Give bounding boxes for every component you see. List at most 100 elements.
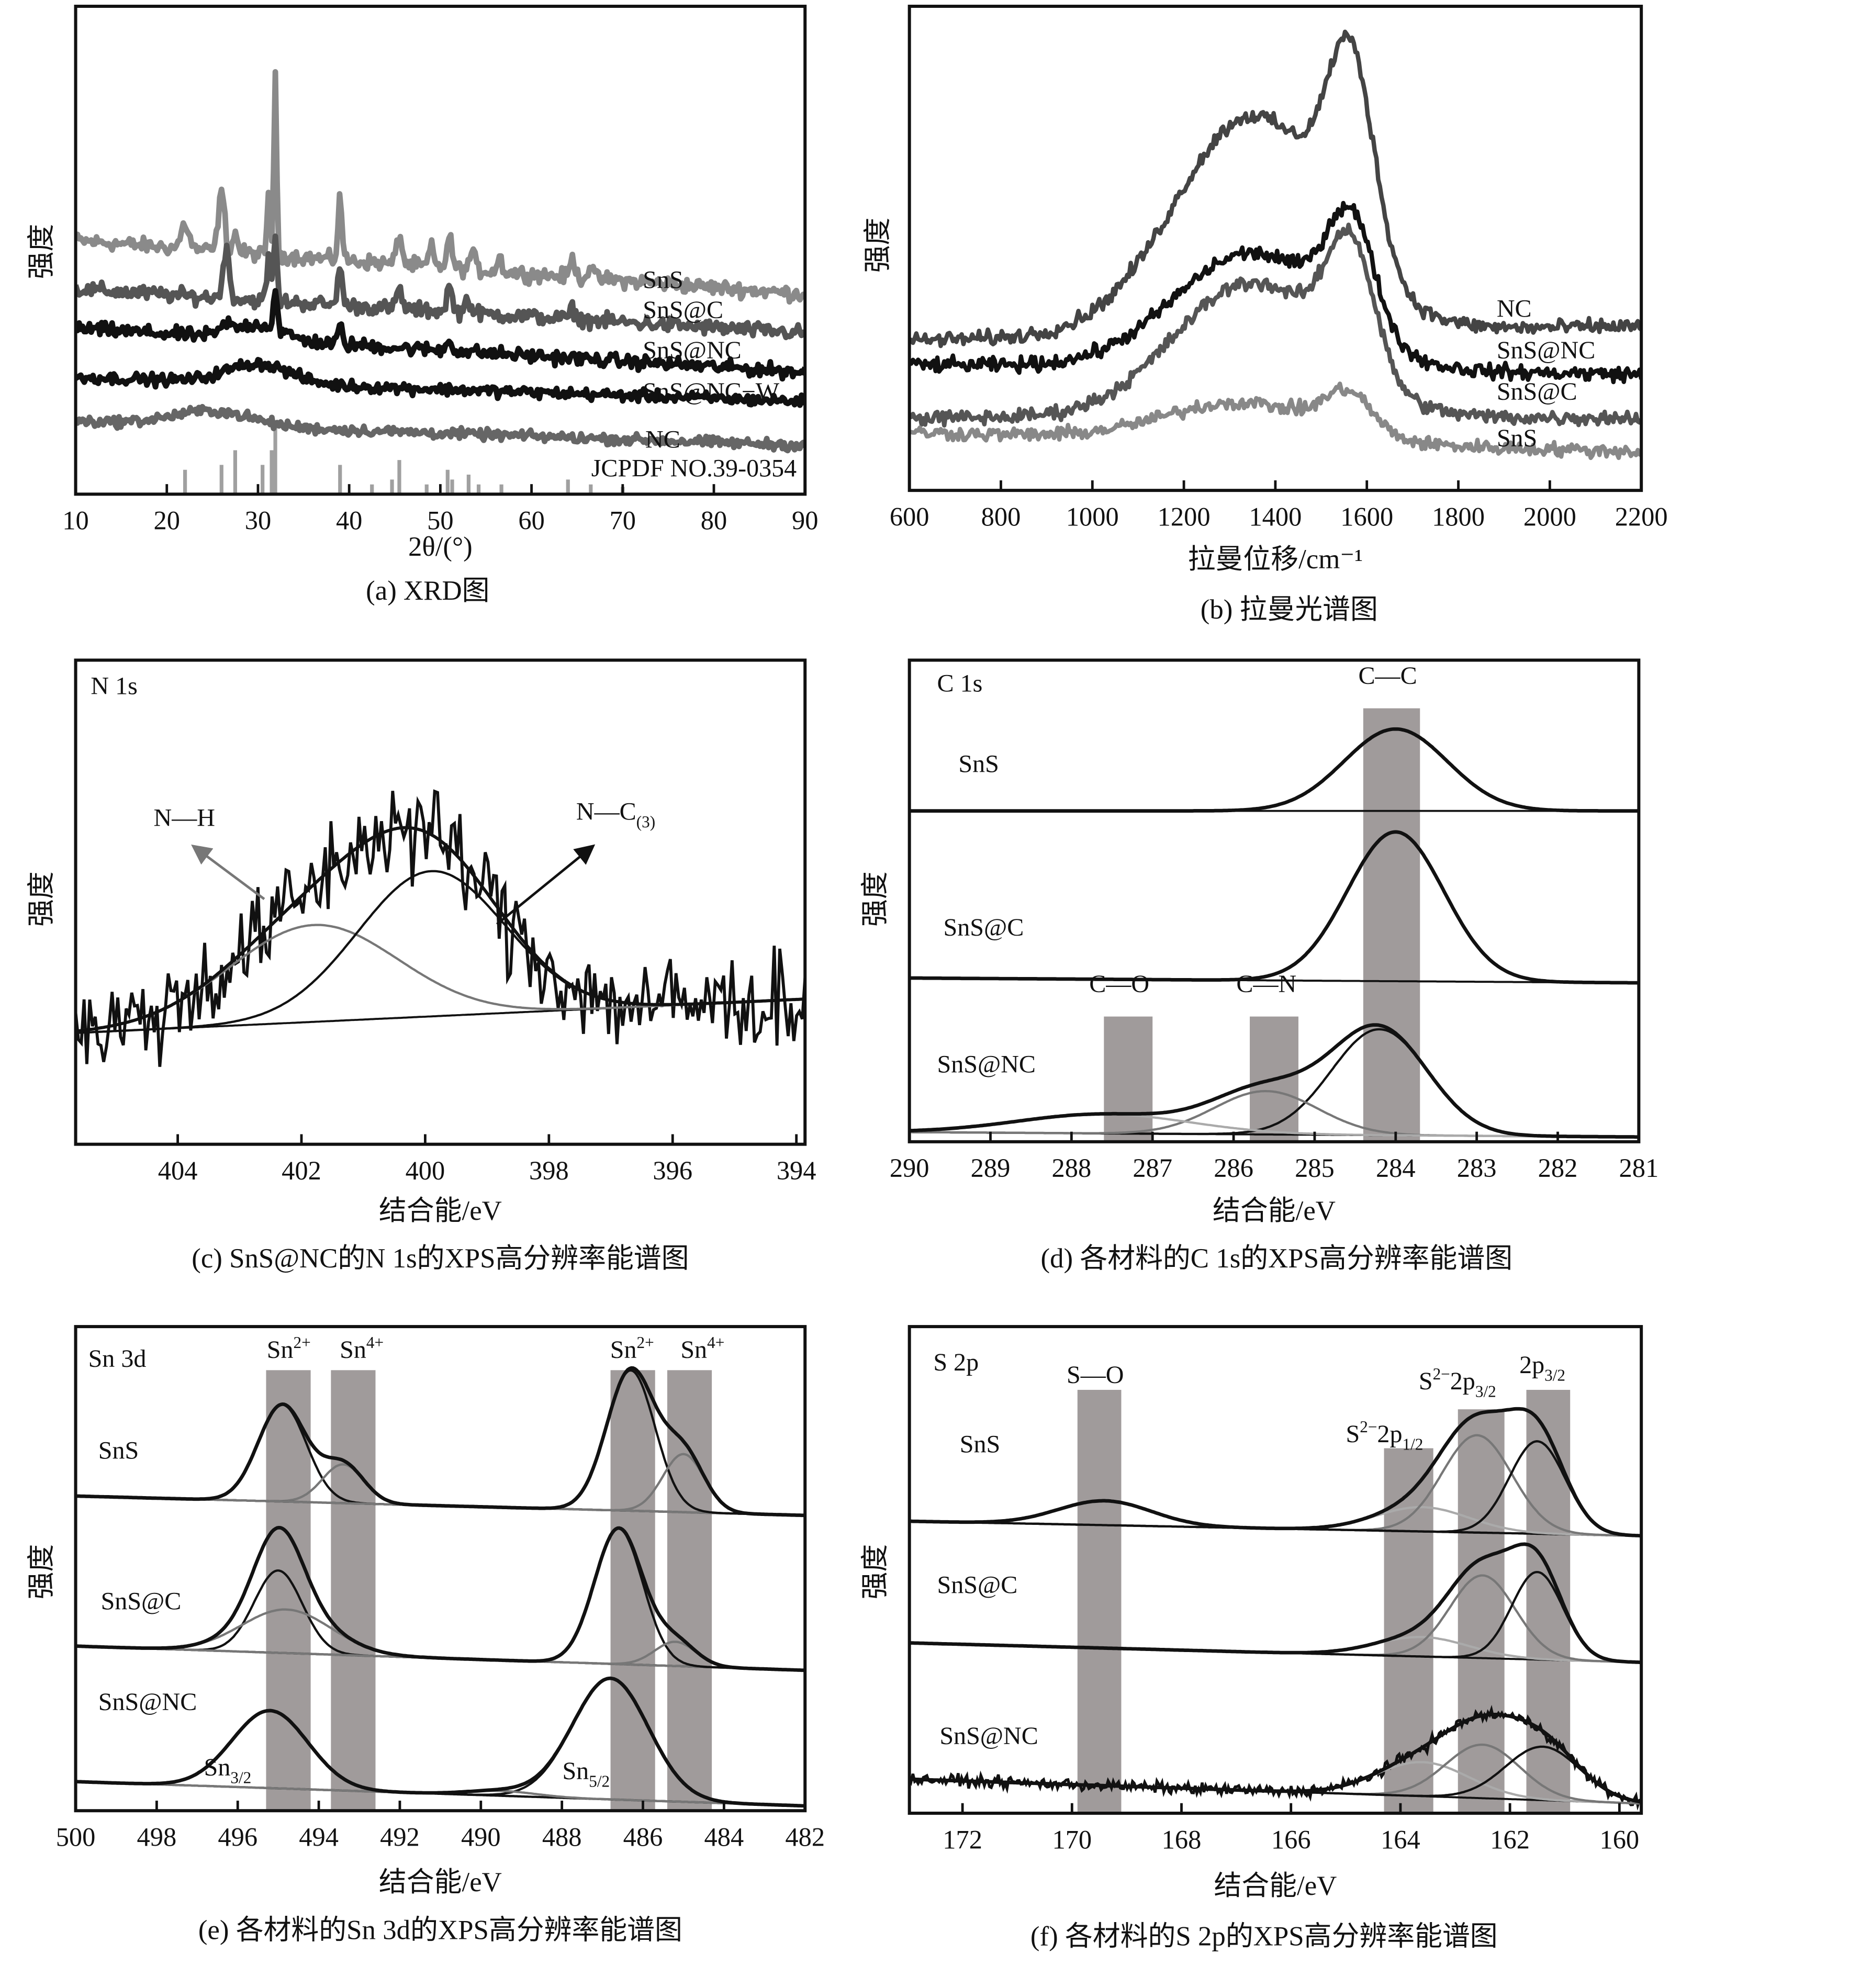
label-part: 2p xyxy=(1450,1367,1475,1395)
label-part: 2+ xyxy=(637,1333,654,1352)
label-part: 3/2 xyxy=(1475,1383,1496,1401)
x-axis-label: 结合能/eV xyxy=(1214,1871,1337,1901)
series-label: SnS@NC xyxy=(98,1688,197,1716)
fit-envelope-line xyxy=(909,1023,1639,1139)
x-tick-label: 284 xyxy=(1376,1153,1416,1183)
series-label: SnS@NC xyxy=(643,336,741,364)
series-line xyxy=(75,403,805,454)
fit-envelope-line xyxy=(909,1713,1642,1804)
x-tick-label: 288 xyxy=(1052,1153,1092,1183)
annotation-label: N—C(3) xyxy=(576,798,655,831)
label-part: 3/2 xyxy=(1544,1366,1565,1384)
label-part: S xyxy=(1346,1420,1360,1448)
x-axis-label: 拉曼位移/cm⁻¹ xyxy=(1188,544,1363,575)
x-tick-label: 164 xyxy=(1381,1825,1420,1854)
x-tick-label: 160 xyxy=(1599,1825,1639,1854)
x-tick-label: 286 xyxy=(1214,1153,1253,1183)
plot-frame xyxy=(74,658,807,1146)
peak-band xyxy=(1458,1409,1505,1813)
annotation-label: C 1s xyxy=(937,670,983,698)
x-tick-label: 498 xyxy=(137,1822,177,1851)
annotation-label: N 1s xyxy=(91,672,137,700)
x-tick-label: 484 xyxy=(704,1822,744,1851)
series-label: SnS xyxy=(1497,424,1537,452)
x-tick-label: 289 xyxy=(971,1153,1011,1183)
x-tick-label: 400 xyxy=(406,1156,445,1185)
x-tick-label: 1800 xyxy=(1432,502,1485,531)
x-tick-label: 394 xyxy=(777,1156,816,1185)
series-line xyxy=(75,357,805,408)
annotation-label: S—O xyxy=(1067,1361,1124,1389)
x-tick-label: 60 xyxy=(518,506,544,535)
annotation-label: Sn3/2 xyxy=(204,1754,252,1787)
x-tick-label: 170 xyxy=(1052,1825,1092,1854)
x-tick-label: 488 xyxy=(542,1822,582,1851)
figure-caption: (b) 拉曼光谱图 xyxy=(1201,594,1378,625)
x-tick-label: 290 xyxy=(890,1153,929,1183)
label-part: 2p xyxy=(1519,1351,1544,1379)
label-part: 2+ xyxy=(294,1333,311,1352)
peak-band xyxy=(331,1370,376,1811)
label-part: 2− xyxy=(1433,1365,1450,1383)
annotation-label: C—C xyxy=(1359,662,1417,690)
label-part: C—C xyxy=(1359,662,1417,690)
label-part: N 1s xyxy=(91,672,137,700)
x-tick-label: 402 xyxy=(282,1156,321,1185)
y-axis-label: 强度 xyxy=(26,871,57,927)
annotation-label: 2p3/2 xyxy=(1519,1351,1565,1384)
series-label: SnS xyxy=(98,1436,139,1464)
label-part: N—H xyxy=(154,804,215,832)
series-label: SnS xyxy=(958,750,999,778)
fit-envelope-line xyxy=(909,830,1639,985)
arrow-icon xyxy=(496,844,596,926)
series-label: SnS xyxy=(643,266,683,294)
label-part: S 2p xyxy=(933,1349,979,1376)
raw-data-line xyxy=(75,789,805,1067)
plot-area xyxy=(909,29,1642,461)
chart-panel-c: N 1s N—H N—C(3) 404 402 400 398 396 394 结合能/eV (c)… xyxy=(26,658,816,1274)
label-part: Sn xyxy=(340,1336,366,1364)
annotation-label: S2−2p1/2 xyxy=(1346,1418,1423,1454)
series-label: SnS xyxy=(960,1430,1000,1458)
x-tick-label: 80 xyxy=(701,506,727,535)
y-axis-label: 强度 xyxy=(860,1544,891,1600)
label-part: 4+ xyxy=(366,1333,384,1352)
peak-band xyxy=(1363,708,1420,1142)
plot-area xyxy=(75,69,805,495)
annotation-label: Sn2+ xyxy=(610,1333,654,1364)
x-tick-label: 168 xyxy=(1162,1825,1202,1854)
x-tick-label: 2000 xyxy=(1523,502,1576,531)
annotation-label: S2−2p3/2 xyxy=(1419,1365,1496,1401)
label-part: S—O xyxy=(1067,1361,1124,1389)
label-part: 5/2 xyxy=(589,1772,610,1791)
x-tick-label: 490 xyxy=(461,1822,501,1851)
label-part: 4+ xyxy=(707,1333,724,1352)
x-axis-label: 结合能/eV xyxy=(379,1196,502,1226)
plot-area xyxy=(75,1366,805,1811)
label-part: Sn xyxy=(562,1757,589,1785)
x-axis-label: 2θ/(°) xyxy=(408,532,473,562)
x-tick-label: 30 xyxy=(245,506,271,535)
annotation-label: C—O xyxy=(1089,970,1149,998)
series-label: SnS@NC xyxy=(1497,336,1595,364)
chart-panel-d: SnS SnS@C SnS@NC C 1s C—C C—O C—N 290 289 288 287 2… xyxy=(860,658,1659,1274)
x-tick-label: 283 xyxy=(1457,1153,1497,1183)
x-tick-label: 1400 xyxy=(1249,502,1302,531)
plot-area xyxy=(909,1389,1642,1813)
label-part: Sn xyxy=(204,1754,231,1781)
series-label: NC xyxy=(1497,295,1532,323)
x-tick-label: 492 xyxy=(380,1822,420,1851)
label-part: Sn xyxy=(610,1336,637,1364)
x-tick-label: 800 xyxy=(981,502,1021,531)
fit-envelope-line xyxy=(909,1407,1642,1538)
y-axis-label: 强度 xyxy=(860,871,891,927)
annotation-label: Sn2+ xyxy=(267,1333,311,1364)
peak-band xyxy=(1104,1016,1153,1142)
figure-caption: (c) SnS@NC的N 1s的XPS高分辨率能谱图 xyxy=(192,1243,689,1274)
x-tick-label: 494 xyxy=(299,1822,339,1851)
y-axis-label: 强度 xyxy=(26,1544,57,1600)
label-part: (3) xyxy=(636,813,655,831)
